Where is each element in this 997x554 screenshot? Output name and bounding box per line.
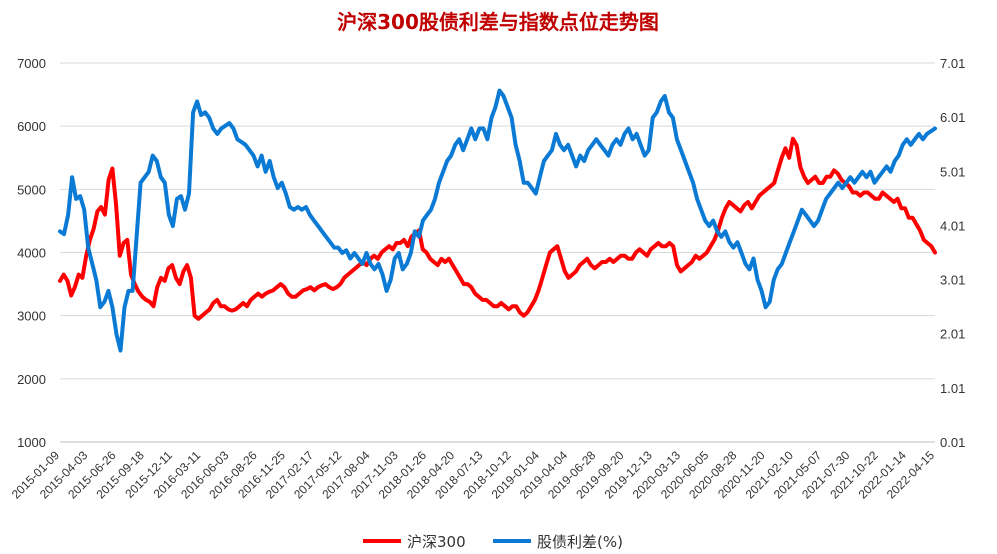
legend-label-spread: 股债利差(%) [537, 533, 623, 551]
left-axis-ticks: 1000 2000 3000 4000 5000 6000 7000 [17, 56, 46, 450]
right-axis-tick-label: 3.01 [940, 273, 965, 288]
right-axis-tick-label: 0.01 [940, 435, 965, 450]
left-axis-tick-label: 3000 [17, 309, 46, 324]
right-axis-tick-label: 7.01 [940, 56, 965, 71]
left-axis-tick-label: 4000 [17, 246, 46, 261]
left-axis-tick-label: 5000 [17, 182, 46, 197]
x-axis: 2015-01-092015-04-032015-06-262015-09-18… [9, 441, 937, 502]
chart-title: 沪深300股债利差与指数点位走势图 [337, 10, 659, 34]
right-axis-tick-label: 5.01 [940, 164, 965, 179]
right-axis-ticks: 0.01 1.01 2.01 3.01 4.01 5.01 6.01 7.01 [940, 56, 965, 450]
grid-lines [60, 62, 935, 443]
series-line-hs300 [58, 136, 937, 321]
legend-label-hs300: 沪深300 [407, 533, 466, 551]
legend: 沪深300 股债利差(%) [363, 533, 623, 551]
series-layer [58, 88, 937, 353]
right-axis-tick-label: 4.01 [940, 218, 965, 233]
right-axis-tick-label: 2.01 [940, 327, 965, 342]
right-axis-tick-label: 1.01 [940, 381, 965, 396]
series-line-spread [58, 88, 937, 353]
left-axis-tick-label: 2000 [17, 372, 46, 387]
left-axis-tick-label: 7000 [17, 56, 46, 71]
right-axis-tick-label: 6.01 [940, 110, 965, 125]
left-axis-tick-label: 6000 [17, 119, 46, 134]
left-axis-tick-label: 1000 [17, 435, 46, 450]
